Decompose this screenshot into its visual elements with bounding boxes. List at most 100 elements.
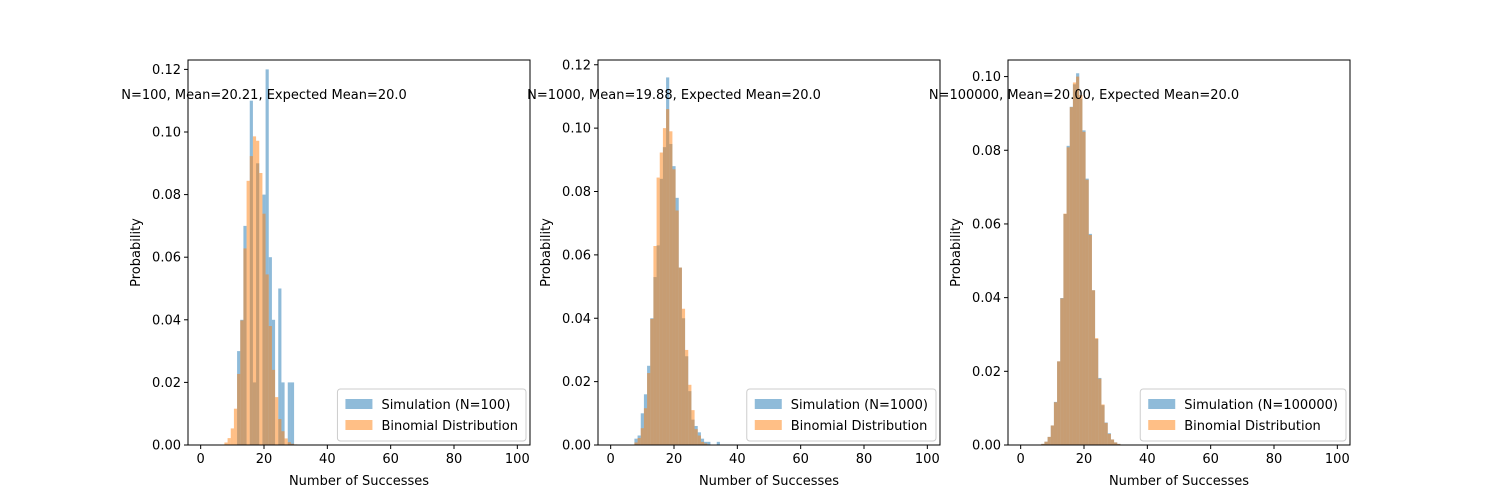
binomial-bar xyxy=(227,438,231,445)
binomial-bar xyxy=(1088,235,1092,445)
y-tick-label: 0.00 xyxy=(152,439,181,454)
binomial-bar xyxy=(650,318,654,445)
y-tick-label: 0.02 xyxy=(972,365,1001,380)
binomial-bar xyxy=(1047,436,1051,445)
binomial-bar xyxy=(230,428,234,445)
binomial-bar xyxy=(1095,338,1099,445)
binomial-bar xyxy=(643,408,648,445)
x-tick-label: 80 xyxy=(1266,452,1283,467)
binomial-bar xyxy=(233,408,238,445)
binomial-bar xyxy=(252,136,257,446)
annotation-text: N=1000, Mean=19.88, Expected Mean=20.0 xyxy=(527,88,821,103)
x-tick-label: 20 xyxy=(1076,452,1093,467)
annotation-text: N=100, Mean=20.21, Expected Mean=20.0 xyxy=(121,88,407,103)
binomial-bar xyxy=(1079,95,1083,445)
binomial-bar xyxy=(669,131,673,445)
binomial-bar xyxy=(1107,433,1111,445)
legend-label: Binomial Distribution xyxy=(381,419,518,434)
y-axis-label: Probability xyxy=(539,218,554,287)
simulation-bar xyxy=(290,382,295,445)
simulation-bar xyxy=(278,288,282,445)
binomial-bar xyxy=(290,443,295,445)
series-binomial xyxy=(634,109,714,446)
x-tick-label: 80 xyxy=(446,452,463,467)
plot-frame xyxy=(1007,59,1351,446)
binomial-legend-swatch xyxy=(1148,420,1176,430)
plot-frame xyxy=(597,59,941,446)
legend: Simulation (N=1000) Binomial Distribution xyxy=(746,388,937,442)
simulation-legend-swatch xyxy=(754,399,782,409)
binomial-bar xyxy=(1072,82,1077,445)
binomial-bar xyxy=(262,213,266,445)
binomial-bar xyxy=(243,248,247,445)
legend: Simulation (N=100) Binomial Distribution xyxy=(336,388,527,442)
binomial-bar xyxy=(704,443,708,445)
simulation-bar xyxy=(287,382,291,445)
y-tick-label: 0.08 xyxy=(152,188,181,203)
x-tick-label: 80 xyxy=(856,452,873,467)
binomial-bar xyxy=(681,308,686,445)
binomial-bar xyxy=(1114,442,1118,445)
x-tick-label: 60 xyxy=(382,452,399,467)
binomial-bar xyxy=(1104,422,1108,445)
binomial-bar xyxy=(1050,425,1054,445)
binomial-bar xyxy=(268,326,272,445)
annotation-text: N=100000, Mean=20.00, Expected Mean=20.0 xyxy=(929,88,1239,103)
x-axis-label: Number of Successes xyxy=(289,474,429,489)
binomial-bar xyxy=(1069,107,1073,445)
y-tick-label: 0.04 xyxy=(972,291,1001,306)
binomial-bar xyxy=(634,442,638,445)
binomial-bar xyxy=(666,109,670,445)
binomial-bar xyxy=(1053,402,1058,445)
x-tick-label: 60 xyxy=(1202,452,1219,467)
binomial-bar xyxy=(637,438,641,445)
x-tick-label: 40 xyxy=(1139,452,1156,467)
binomial-bar xyxy=(284,438,288,445)
binomial-bar xyxy=(1066,147,1070,445)
binomial-bar xyxy=(265,274,269,445)
y-tick-label: 0.12 xyxy=(152,63,181,78)
y-tick-label: 0.00 xyxy=(562,439,591,454)
binomial-bar xyxy=(656,177,660,445)
y-axis-label: Probability xyxy=(129,218,144,287)
legend-label: Simulation (N=100) xyxy=(381,398,510,413)
binomial-bar xyxy=(697,435,701,445)
x-tick-label: 40 xyxy=(729,452,746,467)
y-tick-label: 0.06 xyxy=(152,251,181,266)
legend-label: Simulation (N=1000) xyxy=(791,398,928,413)
y-tick-label: 0.02 xyxy=(152,376,181,391)
x-tick-label: 60 xyxy=(792,452,809,467)
binomial-bar xyxy=(1091,290,1096,445)
binomial-bar xyxy=(700,441,705,445)
x-tick-label: 20 xyxy=(666,452,683,467)
y-tick-label: 0.12 xyxy=(562,58,591,73)
binomial-bar xyxy=(685,349,689,445)
binomial-bar xyxy=(662,128,667,446)
simulation-bar xyxy=(265,69,269,445)
y-axis-label: Probability xyxy=(949,218,964,287)
binomial-bar xyxy=(1063,213,1067,445)
binomial-bar xyxy=(1057,361,1061,445)
y-tick-label: 0.04 xyxy=(152,313,181,328)
binomial-bar xyxy=(224,442,228,445)
binomial-bar xyxy=(672,169,676,445)
binomial-bar xyxy=(256,140,260,445)
x-tick-label: 100 xyxy=(915,452,940,467)
binomial-bar xyxy=(287,442,291,445)
legend-box xyxy=(336,388,527,442)
y-tick-label: 0.10 xyxy=(972,70,1001,85)
binomial-bar xyxy=(659,152,663,446)
binomial-bar xyxy=(1041,443,1045,445)
y-tick-label: 0.08 xyxy=(562,185,591,200)
y-tick-label: 0.02 xyxy=(562,375,591,390)
binomial-bar xyxy=(1101,404,1105,445)
y-tick-label: 0.04 xyxy=(562,312,591,327)
binomial-bar xyxy=(1044,441,1048,445)
x-tick-label: 100 xyxy=(505,452,530,467)
x-axis-label: Number of Successes xyxy=(1109,474,1249,489)
binomial-bar xyxy=(1110,439,1115,445)
binomial-bar xyxy=(653,246,657,445)
binomial-bar xyxy=(678,267,682,445)
y-tick-label: 0.00 xyxy=(972,439,1001,454)
x-tick-label: 0 xyxy=(1017,452,1025,467)
